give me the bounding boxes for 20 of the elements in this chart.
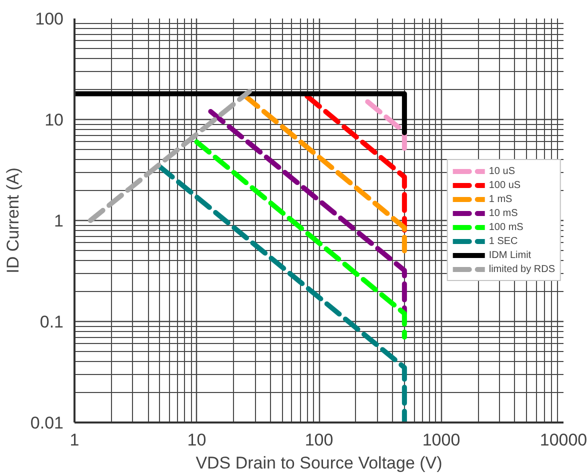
y-tick-label: 100 [35,10,64,28]
y-tick-label: 0.01 [30,414,64,432]
x-tick-label: 1000 [422,430,460,450]
x-tick-label: 10000 [540,430,588,450]
legend-label: 10 mS [488,208,518,218]
legend-label: 1 SEC [488,236,518,246]
legend-label: 1 mS [488,194,512,204]
x-tick-label: 10 [187,430,206,450]
legend-label: 100 mS [488,222,524,232]
x-tick-label: 100 [304,430,334,450]
x-tick-label: 1 [70,430,80,450]
legend-label: 100 uS [488,180,521,190]
y-axis-title: ID Current (A) [3,168,22,274]
x-axis-title: VDS Drain to Source Voltage (V) [196,454,442,472]
legend-label: IDM Limit [488,250,532,260]
y-tick-label: 10 [44,110,64,130]
y-tick-label: 0.1 [40,312,64,332]
y-tick-label: 1 [54,212,64,230]
legend-label: limited by RDS [488,264,555,274]
legend-label: 10 uS [488,166,515,176]
